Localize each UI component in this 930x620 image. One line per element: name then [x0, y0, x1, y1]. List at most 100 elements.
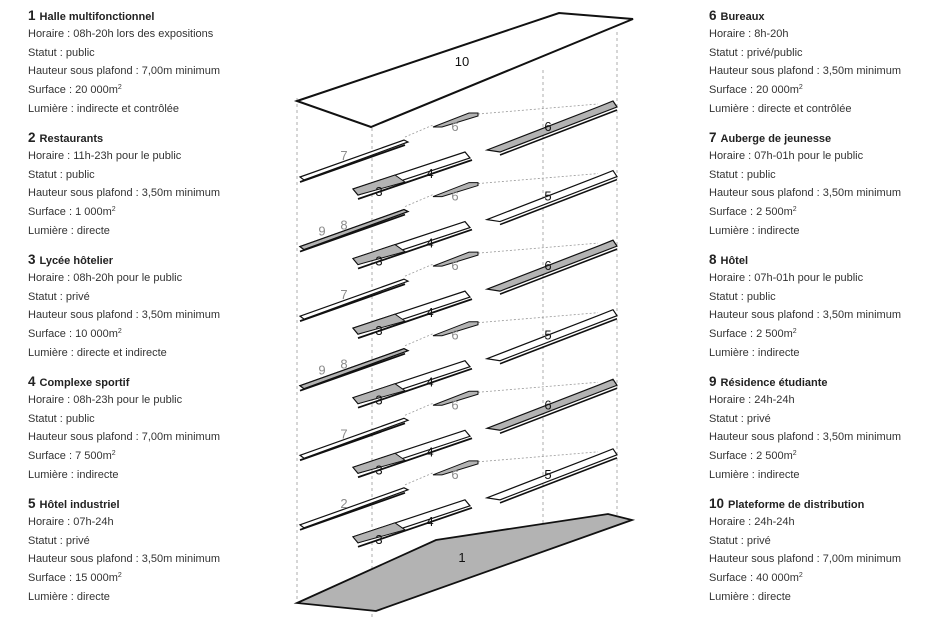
right-block	[484, 308, 618, 362]
floor-label-mid-left: 3	[375, 323, 382, 338]
floor-label-extra: 9	[318, 363, 325, 378]
legend-item-5: 5 Hôtel industriel Horaire : 07h-24h Statut…	[28, 494, 278, 616]
legend-item-number: 2	[28, 130, 36, 145]
legend-item-detail: Horaire : 08h-20h lors des expositions	[28, 28, 214, 40]
mid-block-edge	[357, 298, 473, 339]
legend-item-name: Bureaux	[720, 11, 765, 23]
mid-block-edge	[357, 367, 473, 409]
small-piece	[432, 251, 479, 267]
left-strip-edge	[299, 144, 406, 183]
legend-item-title: 10 Plateforme de distribution	[709, 494, 924, 513]
legend-item-detail: Surface : 20 000m2	[709, 84, 803, 97]
floor-label-left: 7	[340, 287, 347, 302]
legend-item-detail: Surface : 1 000m2	[28, 206, 116, 219]
connector-line	[477, 451, 599, 463]
legend-item-detail: Hauteur sous plafond : 3,50m minimum	[709, 309, 901, 322]
legend-item-name: Lycée hôtelier	[39, 255, 114, 267]
right-block-edge	[499, 387, 618, 435]
legend-item-detail: Lumière : directe	[28, 224, 110, 237]
left-strip-edge	[299, 352, 406, 392]
legend-item-detail: Surface : 7 500m2	[28, 450, 116, 463]
legend-item-number: 8	[709, 252, 717, 267]
connector-line	[477, 173, 599, 184]
legend-item-detail: Statut : public	[709, 168, 776, 181]
left-strip-edge	[299, 213, 406, 253]
floor-label-small: 6	[451, 258, 458, 273]
legend-item-detail: Horaire : 24h-24h	[709, 516, 795, 528]
floor-label-mid: 4	[426, 236, 433, 251]
legend-item-detail: Statut : privé	[709, 412, 771, 425]
roof-slab	[293, 11, 634, 129]
legend-item-detail: Lumière : indirecte	[709, 468, 800, 481]
right-block	[484, 448, 618, 501]
legend-item-detail: Lumière : directe et contrôlée	[709, 102, 852, 115]
legend-item-detail: Hauteur sous plafond : 3,50m minimum	[28, 309, 220, 322]
legend-item-3: 3 Lycée hôtelier Horaire : 08h-20h pour le…	[28, 250, 278, 372]
legend-item-detail: Surface : 2 500m2	[709, 450, 797, 463]
legend-item-detail: Horaire : 8h-20h	[709, 28, 789, 40]
floor-label-mid-left: 3	[375, 393, 382, 408]
legend-item-detail: Horaire : 08h-23h pour le public	[28, 394, 183, 406]
floor-label-right: 6	[544, 258, 551, 273]
legend-item-number: 10	[709, 496, 725, 511]
mid-block-edge	[357, 159, 473, 200]
legend-item-detail: Horaire : 08h-20h pour le public	[28, 272, 183, 284]
connector-line	[404, 472, 434, 486]
legend-item-title: 5 Hôtel industriel	[28, 494, 278, 513]
legend-item-number: 5	[28, 496, 36, 511]
legend-item-detail: Statut : privé/public	[709, 46, 803, 59]
legend-item-name: Auberge de jeunesse	[720, 133, 832, 145]
legend-item-title: 6 Bureaux	[709, 6, 924, 25]
legend-item-detail: Surface : 40 000m2	[709, 572, 803, 585]
floor-label-mid: 4	[426, 305, 433, 320]
floor-label-right: 5	[544, 467, 551, 482]
legend-item-detail: Statut : public	[709, 290, 776, 303]
legend-item-detail: Horaire : 11h-23h pour le public	[28, 150, 182, 162]
left-strip-edge	[299, 283, 406, 322]
connector-line	[477, 381, 599, 393]
connector-line	[404, 194, 434, 207]
right-block	[484, 378, 618, 431]
legend-item-detail: Horaire : 24h-24h	[709, 394, 795, 406]
legend-item-name: Complexe sportif	[39, 377, 130, 389]
legend-item-title: 2 Restaurants	[28, 128, 278, 147]
legend-item-detail: Statut : privé	[28, 534, 90, 547]
legend-item-detail: Surface : 20 000m2	[28, 84, 122, 97]
right-block	[484, 169, 618, 223]
legend-item-number: 7	[709, 130, 717, 145]
floor-label-left: 2	[340, 496, 347, 511]
legend-item-detail: Horaire : 07h-24h	[28, 516, 114, 528]
legend-item-detail: Lumière : indirecte	[28, 468, 119, 481]
legend-item-detail: Statut : privé	[709, 534, 771, 547]
floor-label-mid: 4	[426, 514, 433, 529]
floor-label-small: 6	[451, 328, 458, 343]
legend-item-detail: Hauteur sous plafond : 3,50m minimum	[28, 553, 220, 566]
legend-item-detail: Lumière : indirecte et contrôlée	[28, 102, 180, 115]
floor-label-left: 7	[340, 148, 347, 163]
legend-right: 6 Bureaux Horaire : 8h-20h Statut : privé/p…	[709, 6, 924, 616]
floor-label-extra: 9	[318, 224, 325, 239]
floor-label-right: 6	[544, 119, 551, 134]
legend-item-name: Plateforme de distribution	[728, 499, 865, 511]
legend-item-title: 7 Auberge de jeunesse	[709, 128, 924, 147]
floor-label-right: 5	[544, 189, 551, 204]
floor-label-mid: 4	[426, 166, 433, 181]
legend-item-6: 6 Bureaux Horaire : 8h-20h Statut : privé/p…	[709, 6, 924, 128]
connector-line	[404, 333, 434, 347]
legend-item-detail: Statut : public	[28, 412, 95, 425]
legend-item-detail: Lumière : indirecte	[709, 346, 800, 359]
floor-label-small: 6	[451, 467, 458, 482]
right-block-edge	[499, 109, 618, 156]
legend-item-4: 4 Complexe sportif Horaire : 08h-23h pour …	[28, 372, 278, 494]
legend-item-detail: Surface : 15 000m2	[28, 572, 122, 585]
legend-item-name: Résidence étudiante	[720, 377, 828, 389]
connector-line	[477, 103, 599, 115]
legend-item-number: 6	[709, 8, 717, 23]
legend-item-title: 8 Hôtel	[709, 250, 924, 269]
legend-item-name: Hôtel industriel	[39, 499, 120, 511]
legend-item-detail: Hauteur sous plafond : 7,00m minimum	[28, 65, 220, 78]
legend-item-number: 4	[28, 374, 36, 389]
floor-label-mid-left: 3	[375, 462, 382, 477]
connector-line	[404, 402, 434, 416]
legend-item-title: 3 Lycée hôtelier	[28, 250, 278, 269]
